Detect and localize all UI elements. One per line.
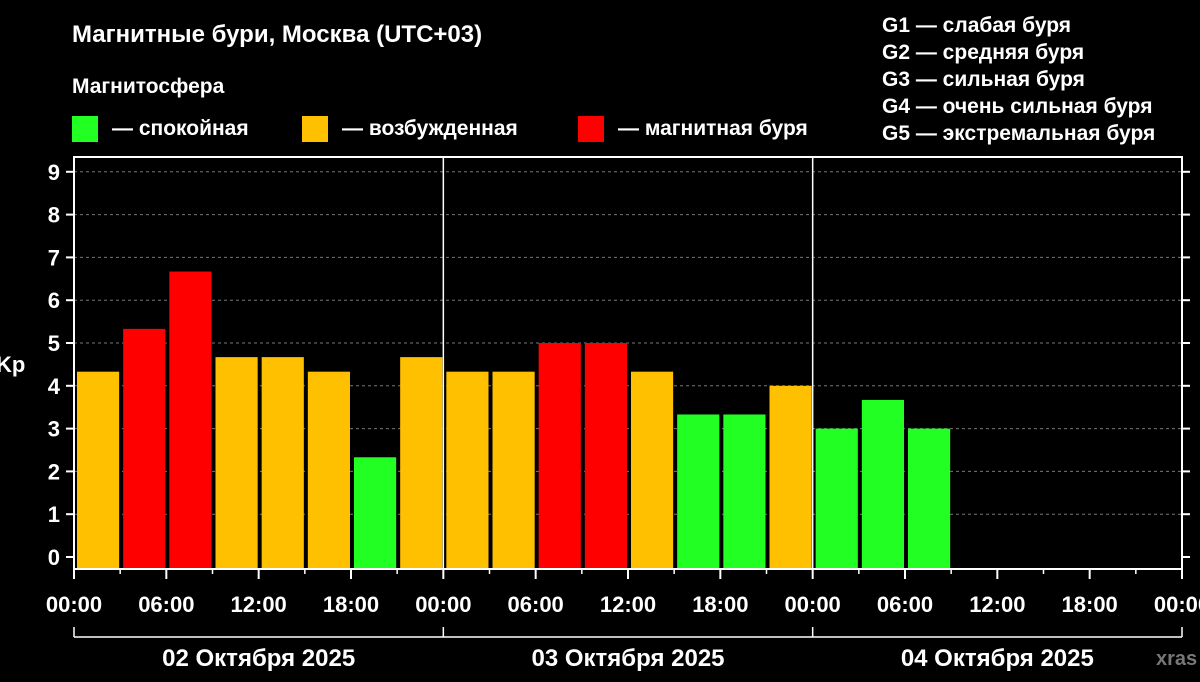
- day-label: 03 Октября 2025: [531, 645, 724, 672]
- bar: [169, 271, 212, 569]
- y-tick-label: 3: [48, 417, 60, 442]
- y-tick-label: 2: [48, 459, 60, 484]
- day-label: 02 Октября 2025: [162, 645, 355, 672]
- bar: [123, 328, 166, 569]
- legend-label-excited: — возбужденная: [342, 117, 518, 140]
- legend-subtitle: Магнитосфера: [72, 75, 225, 98]
- bar: [723, 414, 766, 569]
- grid: [74, 171, 1182, 515]
- bar: [908, 428, 951, 569]
- bar: [446, 371, 489, 569]
- legend-label-storm: — магнитная буря: [618, 117, 808, 140]
- bar: [354, 457, 397, 569]
- x-tick-label: 18:00: [692, 592, 748, 617]
- x-tick-label: 18:00: [323, 592, 379, 617]
- y-tick-label: 1: [48, 502, 60, 527]
- bar: [261, 357, 304, 569]
- bar: [77, 371, 120, 569]
- y-tick-label: 4: [48, 374, 61, 399]
- x-tick-label: 00:00: [785, 592, 841, 617]
- axes: [66, 156, 1190, 638]
- x-tick-label: 06:00: [877, 592, 933, 617]
- storm-scale-g4: G4 — очень сильная буря: [882, 95, 1152, 118]
- storm-scale: G1 — слабая буря G2 — средняя буря G3 — …: [882, 14, 1155, 145]
- day-label: 04 Октября 2025: [901, 645, 1094, 672]
- storm-scale-g1: G1 — слабая буря: [882, 14, 1071, 37]
- legend: — спокойная — возбужденная — магнитная б…: [72, 116, 808, 142]
- x-tick-label: 12:00: [969, 592, 1025, 617]
- bar: [584, 343, 627, 569]
- y-axis-label: Kp: [0, 352, 25, 377]
- x-tick-label: 00:00: [46, 592, 102, 617]
- bar: [861, 399, 904, 569]
- x-tick-label: 12:00: [231, 592, 287, 617]
- watermark: xras: [1156, 648, 1197, 670]
- bar: [769, 385, 812, 569]
- x-tick-label: 18:00: [1062, 592, 1118, 617]
- storm-scale-g5: G5 — экстремальная буря: [882, 122, 1155, 145]
- bar: [538, 343, 581, 569]
- bar: [815, 428, 858, 569]
- y-tick-label: 6: [48, 288, 60, 313]
- bar: [677, 414, 720, 569]
- y-tick-label: 9: [48, 160, 60, 185]
- y-tick-label: 5: [48, 331, 60, 356]
- x-tick-label: 12:00: [600, 592, 656, 617]
- bar: [400, 357, 443, 569]
- storm-scale-g3: G3 — сильная буря: [882, 68, 1085, 91]
- x-tick-label: 00:00: [1154, 592, 1200, 617]
- bar: [307, 371, 350, 569]
- legend-swatch-quiet: [72, 116, 98, 142]
- y-tick-label: 0: [48, 545, 60, 570]
- x-tick-label: 00:00: [415, 592, 471, 617]
- tick-labels: 0 1 2 3 4 5 6 7 8 9 00:00 06:00 12:00 18:00 00:00 06:00…: [46, 160, 1200, 672]
- x-tick-label: 06:00: [508, 592, 564, 617]
- legend-swatch-excited: [302, 116, 328, 142]
- chart-title: Магнитные бури, Москва (UTC+03): [72, 21, 482, 48]
- storm-scale-g2: G2 — средняя буря: [882, 41, 1084, 64]
- y-tick-label: 7: [48, 245, 60, 270]
- bar: [492, 371, 535, 569]
- legend-swatch-storm: [578, 116, 604, 142]
- bars: [77, 271, 951, 569]
- legend-label-quiet: — спокойная: [112, 117, 249, 140]
- y-tick-label: 8: [48, 203, 60, 228]
- bar: [215, 357, 258, 569]
- x-tick-label: 06:00: [138, 592, 194, 617]
- bar: [631, 371, 674, 569]
